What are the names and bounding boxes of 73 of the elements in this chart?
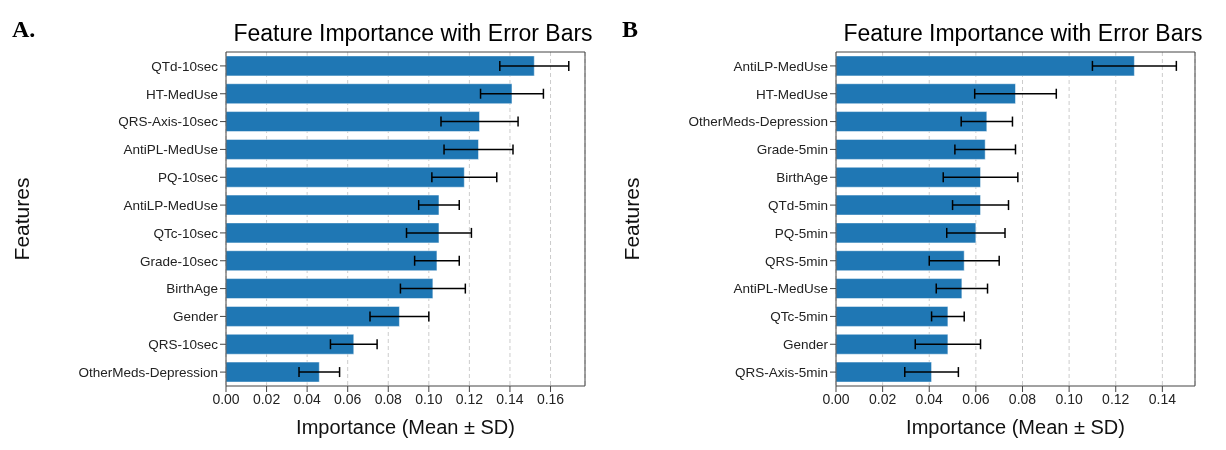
bar [226, 222, 440, 244]
bar [836, 333, 949, 355]
bar [226, 333, 355, 355]
y-tick-label: QRS-10sec [148, 337, 219, 353]
bar [226, 250, 438, 271]
bar [836, 83, 1016, 104]
bar [226, 111, 480, 132]
y-axis-title: Features [10, 177, 34, 261]
x-tick-label: 0.08 [1008, 390, 1037, 407]
bar [836, 55, 1135, 77]
y-tick-label: AntiLP-MedUse [123, 197, 218, 213]
x-tick-label: 0.14 [1148, 390, 1177, 407]
y-tick-label: PQ-5min [774, 225, 828, 241]
x-tick-label: 0.12 [455, 390, 484, 407]
bar [836, 222, 977, 244]
x-tick-label: 0.02 [869, 390, 897, 407]
y-tick-label: Grade-5min [756, 142, 828, 158]
y-tick-label: QRS-5min [764, 253, 828, 269]
x-tick-label: 0.16 [536, 390, 565, 407]
bar [836, 194, 981, 216]
x-tick-label: 0.14 [496, 390, 524, 407]
y-tick-label: Gender [172, 309, 219, 325]
bar [226, 83, 513, 104]
bar [226, 278, 434, 299]
x-tick-label: 0.06 [962, 390, 990, 407]
bar [836, 139, 986, 160]
y-tick-label: AntiPL-MedUse [733, 281, 828, 297]
bar [836, 250, 965, 271]
y-tick-label: Gender [782, 337, 829, 353]
y-tick-label: QRS-Axis-10sec [118, 114, 219, 130]
bar [836, 278, 963, 299]
y-tick-label: AntiPL-MedUse [123, 142, 218, 158]
x-tick-label: 0.00 [212, 390, 240, 407]
y-tick-label: OtherMeds-Depression [688, 114, 828, 130]
bar [226, 55, 535, 77]
x-tick-label: 0.00 [822, 390, 850, 407]
x-tick-label: 0.04 [293, 390, 321, 407]
chart-title: Feature Importance with Error Bars [842, 20, 1204, 47]
x-tick-label: 0.10 [1055, 390, 1083, 407]
x-tick-label: 0.06 [334, 390, 362, 407]
bar [836, 306, 949, 327]
chart-title: Feature Importance with Error Bars [232, 20, 594, 47]
bar [226, 361, 320, 383]
y-tick-label: BirthAge [776, 170, 828, 186]
y-tick-label: AntiLP-MedUse [733, 58, 828, 74]
x-axis-title: Importance (Mean ± SD) [906, 416, 1125, 438]
x-tick-label: 0.04 [915, 390, 944, 407]
x-tick-label: 0.08 [374, 390, 403, 407]
x-tick-label: 0.12 [1102, 390, 1130, 407]
bar [836, 361, 932, 383]
y-tick-label: Grade-10sec [139, 253, 219, 269]
y-tick-label: QTc-10sec [153, 225, 219, 241]
y-tick-label: QRS-Axis-5min [734, 364, 828, 380]
y-tick-label: BirthAge [166, 281, 218, 297]
x-tick-label: 0.10 [415, 390, 443, 407]
x-tick-label: 0.02 [252, 390, 281, 407]
bar [226, 166, 465, 188]
text: B [622, 16, 639, 43]
y-tick-label: OtherMeds-Depression [78, 364, 218, 380]
bar [226, 194, 440, 216]
text: A. [12, 16, 36, 43]
bar [226, 139, 479, 160]
bar [226, 306, 400, 327]
y-tick-label: QTd-10sec [151, 58, 219, 74]
y-tick-label: QTd-5min [767, 197, 828, 213]
bar [836, 166, 981, 188]
bar [836, 111, 988, 132]
y-tick-label: PQ-10sec [157, 170, 219, 186]
y-tick-label: HT-MedUse [145, 86, 218, 102]
y-axis-title: Features [620, 177, 644, 261]
x-axis-title: Importance (Mean ± SD) [296, 416, 515, 438]
y-tick-label: QTc-5min [770, 309, 828, 325]
y-tick-label: HT-MedUse [755, 86, 828, 102]
